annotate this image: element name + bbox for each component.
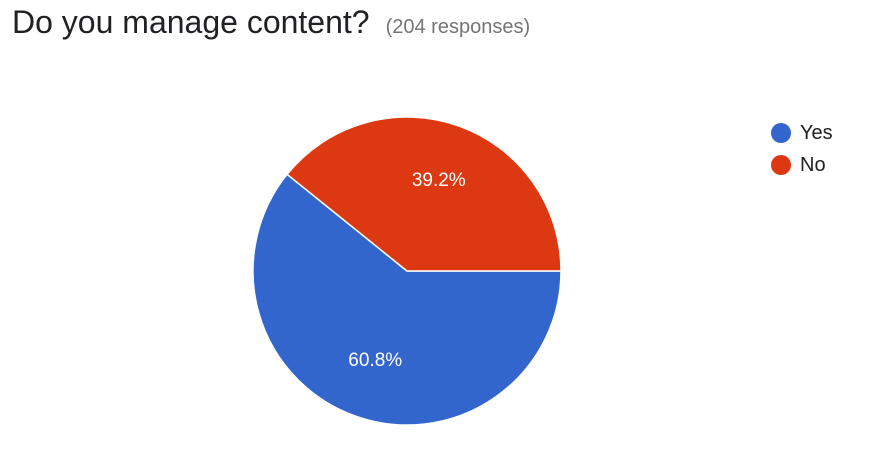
legend-swatch-yes: [771, 123, 791, 143]
legend-item-no[interactable]: No: [771, 149, 833, 181]
response-count: (204 responses): [385, 16, 531, 38]
slice-label-yes: 60.8%: [348, 350, 402, 371]
pie-slice-yes[interactable]: [252, 173, 562, 426]
legend-label-yes: Yes: [800, 121, 833, 144]
legend: Yes No: [771, 117, 833, 181]
pie-slice-no[interactable]: [286, 116, 562, 272]
chart-header: Do you manage content? (204 responses): [12, 4, 530, 41]
legend-item-yes[interactable]: Yes: [771, 117, 833, 149]
slice-label-no: 39.2%: [412, 170, 466, 191]
legend-swatch-no: [771, 155, 791, 175]
legend-label-no: No: [800, 153, 826, 176]
chart-title: Do you manage content?: [12, 4, 370, 40]
